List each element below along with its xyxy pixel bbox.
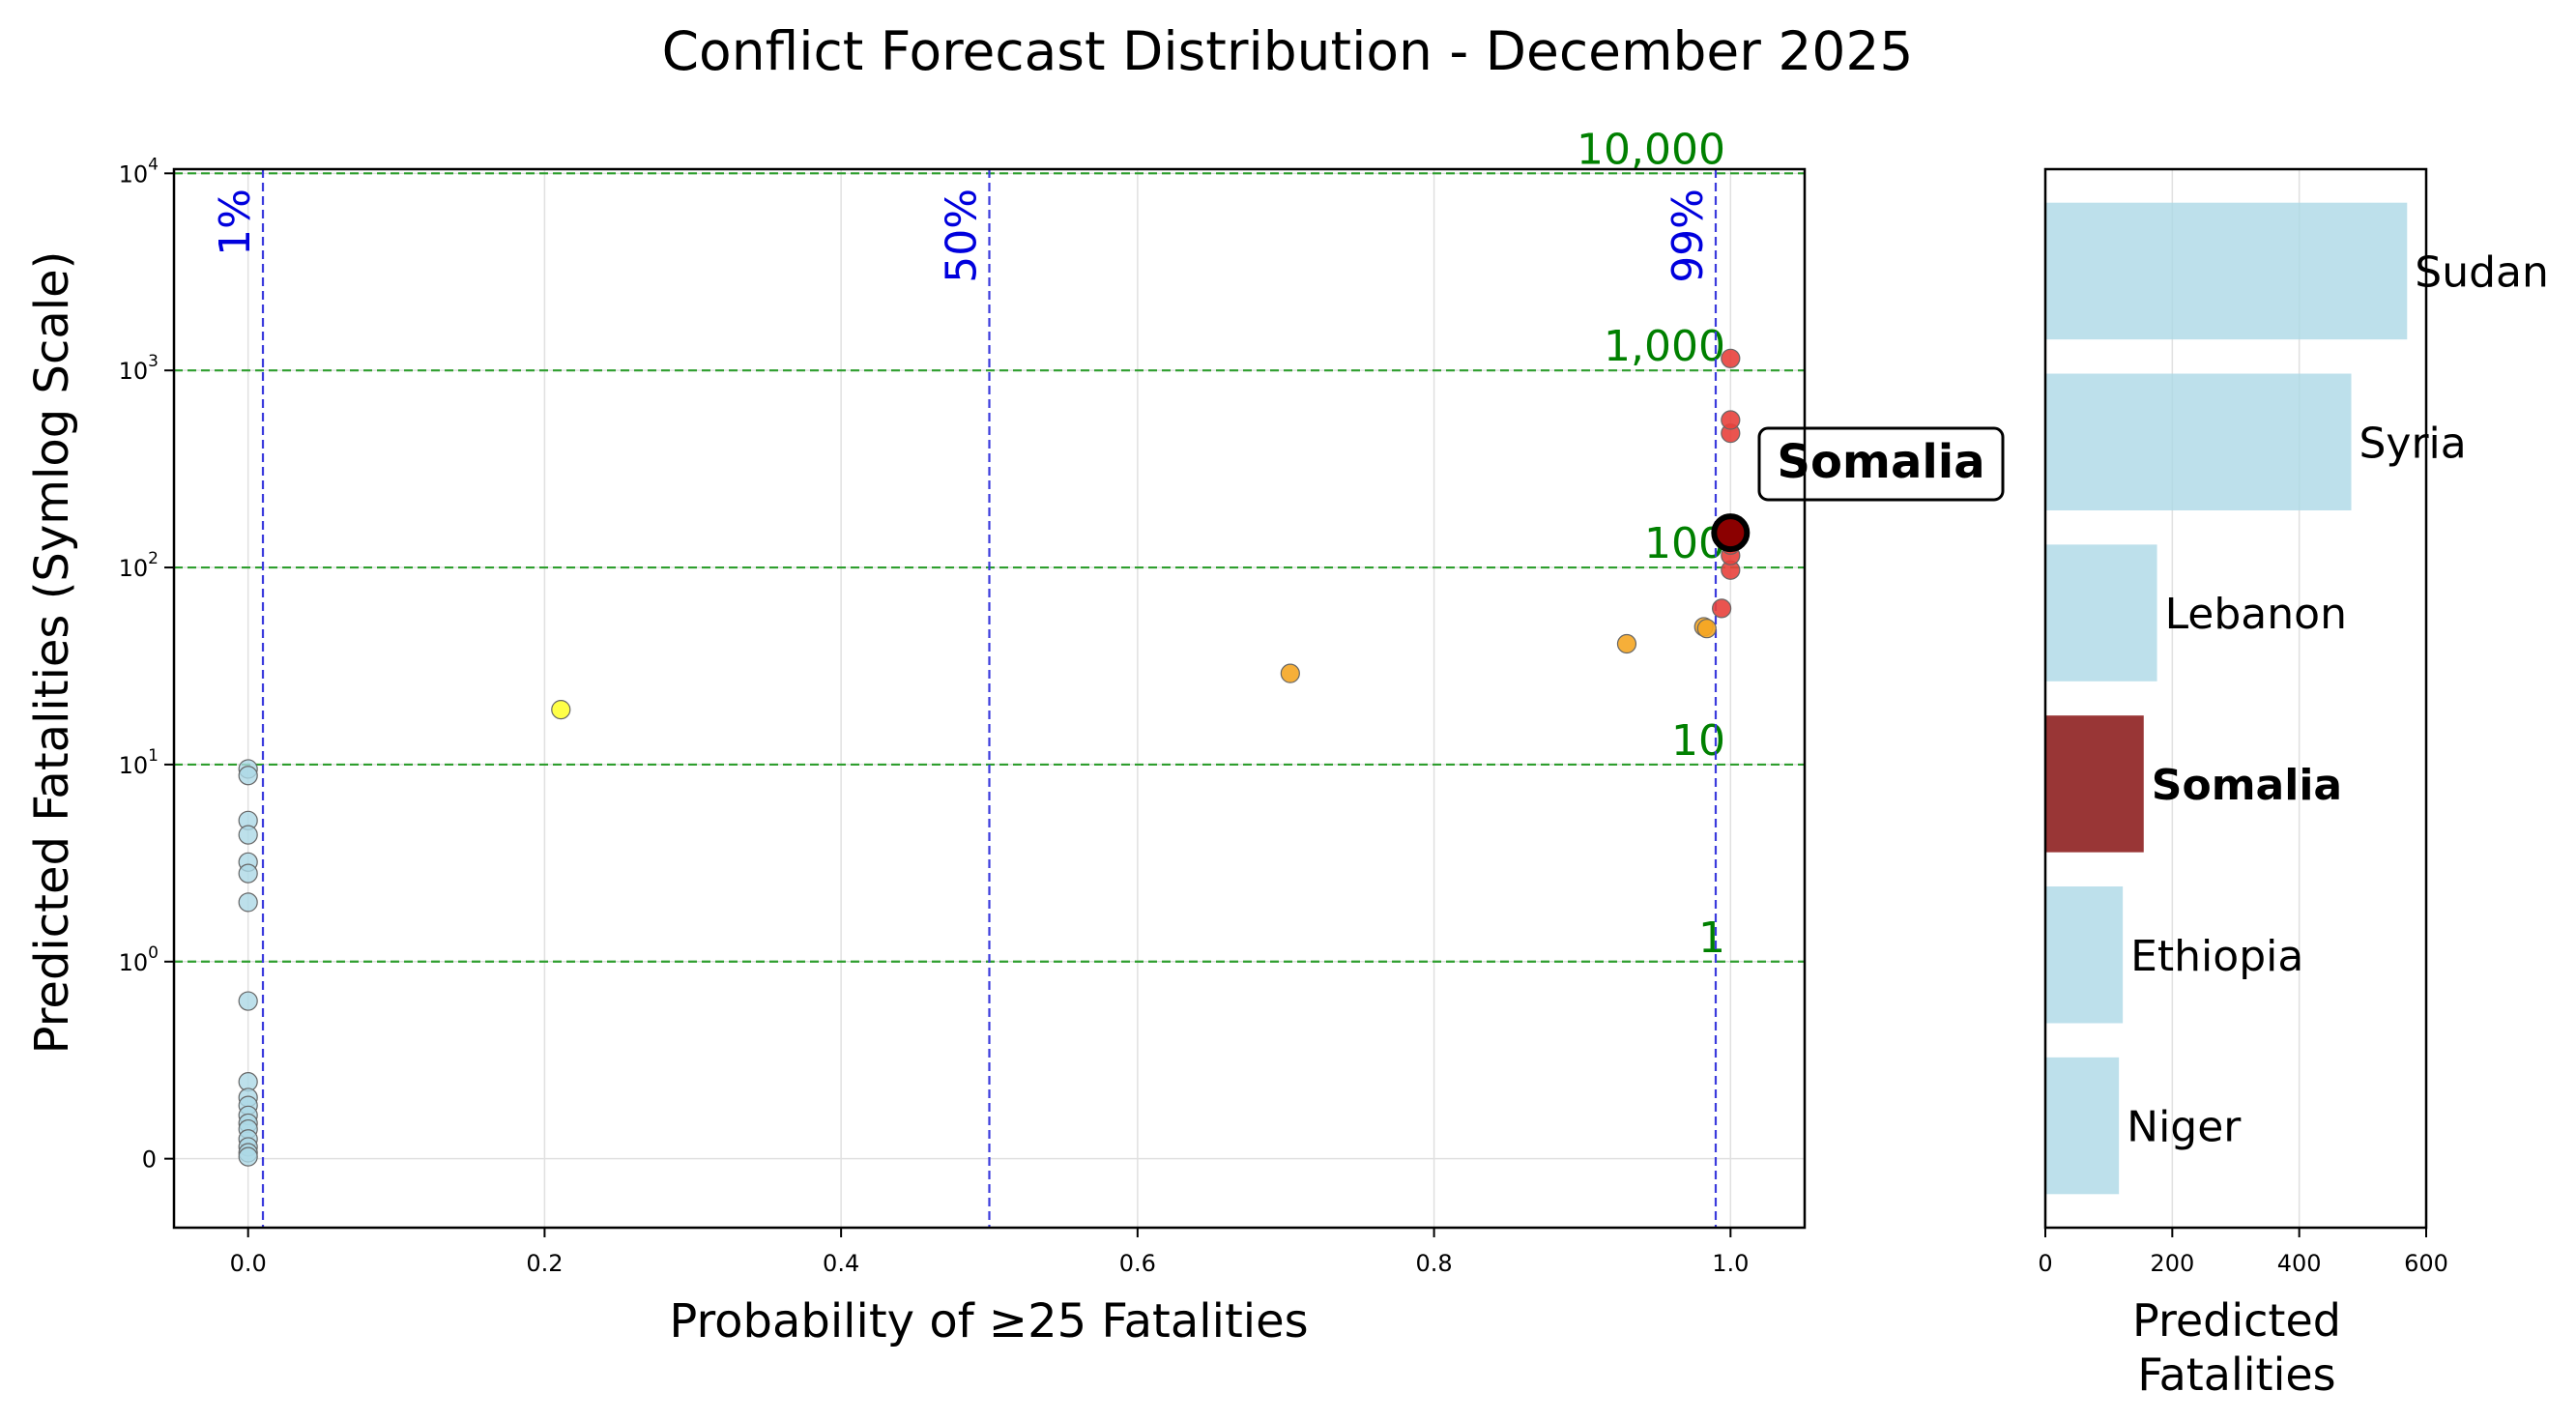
bar-somalia	[2045, 715, 2144, 853]
scatter-point-3	[238, 825, 258, 845]
scatter-y-tick-label-5: 104	[119, 155, 159, 188]
bar-label-somalia: Somalia	[2152, 761, 2342, 810]
scatter-y-tick-label-0: 0	[142, 1146, 157, 1174]
bar-x-tick-label-1: 200	[2150, 1250, 2194, 1277]
fatality-line-label-1: 10	[1671, 716, 1725, 766]
scatter-y-tick-label-3: 102	[119, 549, 159, 582]
scatter-y-tick-label-4: 103	[119, 352, 159, 385]
scatter-y-tick-base-2: 10	[119, 752, 149, 779]
bar-label-niger: Niger	[2127, 1103, 2242, 1152]
probability-line-label-1: 50%	[938, 188, 987, 283]
bar-x-ticks: 0 200 400 600	[2038, 1228, 2448, 1277]
scatter-point-20	[1616, 633, 1637, 654]
bars	[2045, 202, 2408, 1195]
bar-labels: Sudan Syria Lebanon Somalia Ethiopia Niger	[2127, 247, 2549, 1151]
fatality-line-label-3: 1,000	[1604, 322, 1725, 371]
scatter-x-tick-label-5: 1.0	[1712, 1250, 1749, 1277]
highlight-annotation-label: Somalia	[1777, 435, 1984, 489]
scatter-frame	[172, 167, 1807, 1230]
scatter-point-6	[238, 892, 258, 913]
scatter-point-18	[551, 699, 571, 720]
figure-title: Conflict Forecast Distribution - Decembe…	[662, 20, 1914, 82]
bar-x-tick-label-2: 400	[2277, 1250, 2322, 1277]
scatter-y-tick-label-1: 100	[119, 943, 159, 976]
scatter-point-7	[238, 991, 258, 1011]
bar-label-sudan: Sudan	[2415, 247, 2549, 297]
bar-niger	[2045, 1057, 2120, 1195]
scatter-y-tick-exponent-5: 4	[148, 155, 159, 174]
scatter-x-tick-label-1: 0.2	[526, 1250, 563, 1277]
bar-sudan	[2045, 202, 2408, 340]
scatter-point-29	[1721, 348, 1741, 368]
scatter-y-axis-label: Predicted Fatalities (Symlog Scale)	[25, 251, 79, 1055]
bar-x-tick-label-3: 600	[2404, 1250, 2448, 1277]
scatter-point-28	[1721, 410, 1741, 430]
bar-frame	[2043, 167, 2428, 1230]
probability-line-label-2: 99%	[1664, 188, 1713, 283]
scatter-x-tick-label-0: 0.0	[230, 1250, 267, 1277]
highlighted-point	[1711, 513, 1751, 553]
scatter-y-tick-base-3: 10	[119, 555, 149, 582]
scatter-x-tick-label-3: 0.6	[1119, 1250, 1156, 1277]
scatter-x-tick-label-4: 0.8	[1416, 1250, 1453, 1277]
scatter-y-tick-exponent-4: 3	[148, 352, 159, 371]
fatality-line-label-4: 10,000	[1577, 125, 1725, 174]
bar-label-ethiopia: Ethiopia	[2130, 932, 2303, 981]
scatter-point-5	[238, 863, 258, 884]
scatter-point-22	[1696, 619, 1717, 639]
scatter-y-tick-exponent-2: 1	[148, 746, 159, 766]
bar-label-syria: Syria	[2359, 419, 2467, 468]
scatter-x-tick-label-2: 0.4	[823, 1250, 859, 1277]
bar-lebanon	[2045, 544, 2157, 682]
scatter-y-tick-exponent-1: 0	[148, 943, 159, 963]
scatter-y-tick-exponent-3: 2	[148, 549, 159, 568]
scatter-point-23	[1712, 598, 1732, 619]
bar-x-tick-label-0: 0	[2038, 1250, 2052, 1277]
scatter-y-tick-base-1: 10	[119, 949, 149, 976]
bar-label-lebanon: Lebanon	[2165, 590, 2347, 639]
scatter-y-tick-base-5: 10	[119, 160, 149, 188]
scatter-point-19	[1280, 663, 1300, 683]
fatality-line-label-2: 100	[1644, 519, 1725, 568]
bar-x-axis-label-line-2: Fatalities	[2137, 1348, 2335, 1401]
scatter-points	[238, 348, 1741, 1167]
scatter-x-ticks: 0.0 0.2 0.4 0.6 0.8 1.0	[230, 1228, 1749, 1277]
probability-reference-lines: 1% 50% 99%	[211, 169, 1718, 1228]
bar-syria	[2045, 373, 2352, 510]
scatter-y-tick-label-2: 101	[119, 746, 159, 779]
bar-ethiopia	[2045, 886, 2124, 1024]
scatter-point-1	[238, 766, 258, 786]
highlight-annotation-box	[1757, 426, 2005, 502]
bar-panel: Sudan Syria Lebanon Somalia Ethiopia Niger 0 2…	[2038, 167, 2549, 1401]
fatality-line-label-0: 1	[1698, 914, 1725, 963]
probability-line-label-0: 1%	[211, 188, 260, 256]
scatter-point-17	[238, 1146, 258, 1167]
scatter-y-tick-base-4: 10	[119, 358, 149, 385]
scatter-x-axis-label: Probability of ≥25 Fatalities	[669, 1294, 1308, 1348]
highlighted-point-group: Somalia	[1711, 426, 2005, 553]
bar-x-axis-label-line-1: Predicted	[2132, 1294, 2341, 1347]
